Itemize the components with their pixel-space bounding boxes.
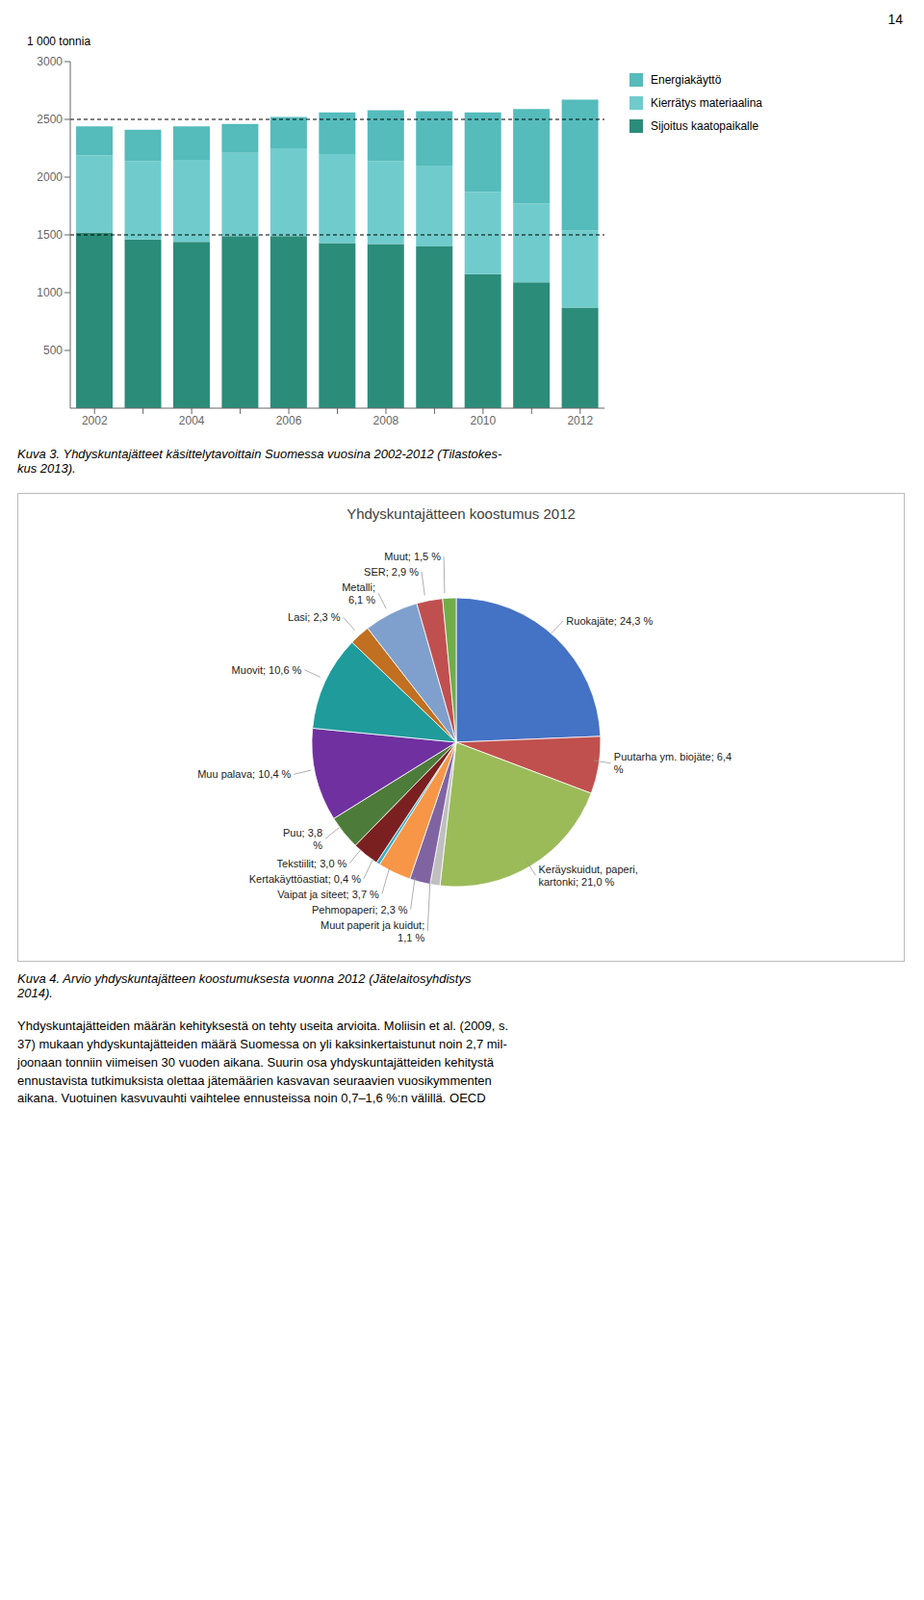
svg-text:Pehmopaperi; 2,3 %: Pehmopaperi; 2,3 % [311, 903, 409, 916]
svg-text:Lasi; 2,3 %: Lasi; 2,3 % [287, 611, 341, 623]
html-text:14: 14 [887, 11, 903, 27]
svg-text:500: 500 [43, 343, 63, 358]
svg-text:Puu; 3,8%: Puu; 3,8% [282, 826, 323, 851]
svg-text:2006: 2006 [276, 413, 303, 428]
html-text:Kuva 3. Yhdyskuntajätteet käsi: Kuva 3. Yhdyskuntajätteet käsittelytavoi… [17, 446, 502, 476]
svg-text:Tekstiilit; 3,0 %: Tekstiilit; 3,0 % [277, 857, 348, 870]
svg-text:1000: 1000 [36, 285, 63, 300]
svg-text:Keräyskuidut, paperi,kartonki;: Keräyskuidut, paperi,kartonki; 21,0 % [538, 863, 638, 888]
html-text:Sijoitus kaatopaikalle: Sijoitus kaatopaikalle [650, 119, 759, 133]
svg-text:2008: 2008 [373, 413, 400, 428]
svg-text:Kertakäyttöastiat; 0,4 %: Kertakäyttöastiat; 0,4 % [249, 872, 361, 885]
svg-text:Muut paperit ja kuidut;1,1 %: Muut paperit ja kuidut;1,1 % [320, 919, 425, 944]
svg-text:2500: 2500 [36, 112, 63, 127]
svg-text:2002: 2002 [81, 413, 108, 428]
svg-text:Metalli;6,1 %: Metalli;6,1 % [341, 581, 376, 606]
html-text:Energiakäyttö: Energiakäyttö [650, 73, 722, 87]
svg-text:2012: 2012 [566, 413, 593, 428]
svg-text:3000: 3000 [36, 54, 63, 69]
svg-text:Muu palava; 10,4 %: Muu palava; 10,4 % [197, 768, 291, 780]
html-text:1 000 tonnia: 1 000 tonnia [26, 34, 91, 49]
svg-text:Muovit; 10,6 %: Muovit; 10,6 % [231, 664, 303, 676]
svg-text:2004: 2004 [179, 413, 206, 428]
html-text:Kierrätys materiaalina: Kierrätys materiaalina [650, 96, 763, 110]
svg-text:2010: 2010 [470, 413, 497, 428]
html-text:Yhdyskuntajätteiden määrän keh: Yhdyskuntajätteiden määrän kehityksestä … [17, 1018, 509, 1106]
svg-text:1500: 1500 [36, 228, 63, 242]
svg-text:SER; 2,9 %: SER; 2,9 % [363, 565, 419, 578]
svg-text:Vaipat ja siteet; 3,7 %: Vaipat ja siteet; 3,7 % [277, 888, 380, 900]
svg-text:Puutarha ym. biojäte; 6,4%: Puutarha ym. biojäte; 6,4% [614, 750, 732, 775]
html-text:Kuva 4. Arvio yhdyskuntajättee: Kuva 4. Arvio yhdyskuntajätteen koostumu… [17, 971, 472, 1001]
svg-text:Ruokajäte; 24,3 %: Ruokajäte; 24,3 % [565, 615, 653, 627]
svg-text:2000: 2000 [36, 170, 63, 184]
svg-text:Muut; 1,5 %: Muut; 1,5 % [384, 550, 441, 563]
html-text:Yhdyskuntajätteen koostumus 20: Yhdyskuntajätteen koostumus 2012 [346, 505, 576, 522]
